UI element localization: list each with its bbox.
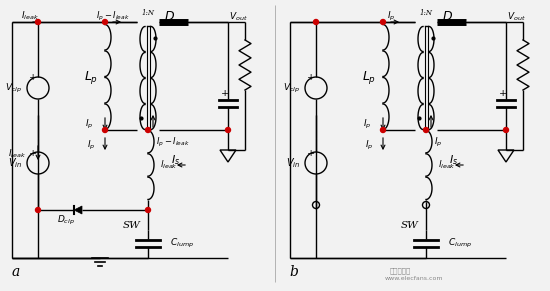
Text: $V_{clp}$: $V_{clp}$ [5, 81, 22, 95]
Text: $I_p$: $I_p$ [86, 139, 95, 152]
Text: $I_p - I_{leak}$: $I_p - I_{leak}$ [96, 9, 130, 22]
Text: SW: SW [401, 221, 419, 230]
Circle shape [36, 19, 41, 24]
Text: 电子发烧网: 电子发烧网 [390, 267, 411, 274]
Text: $I_s$: $I_s$ [172, 153, 180, 167]
Text: $I_p$: $I_p$ [362, 118, 371, 131]
Text: $I_p$: $I_p$ [85, 118, 93, 131]
Circle shape [226, 127, 230, 132]
Text: 1:N: 1:N [141, 9, 155, 17]
Text: $I_p$: $I_p$ [387, 9, 395, 22]
Text: $I_p - I_{leak}$: $I_p - I_{leak}$ [156, 135, 190, 148]
Polygon shape [74, 206, 82, 214]
Circle shape [102, 127, 107, 132]
Text: $V_{clp}$: $V_{clp}$ [283, 81, 300, 95]
Text: $I_{leak}$: $I_{leak}$ [21, 10, 39, 22]
Text: $l_{leak}$: $l_{leak}$ [160, 159, 178, 171]
Text: $L_p$: $L_p$ [84, 70, 98, 86]
Text: a: a [12, 265, 20, 279]
Text: $V_{out}$: $V_{out}$ [507, 11, 525, 23]
Text: www.elecfans.com: www.elecfans.com [385, 276, 443, 281]
Text: $C_{lump}$: $C_{lump}$ [170, 237, 194, 250]
Text: $L_p$: $L_p$ [362, 70, 376, 86]
Text: +: + [29, 74, 37, 83]
Text: +: + [307, 148, 315, 157]
Text: $l_{leak}$: $l_{leak}$ [438, 159, 456, 171]
Text: 1:N: 1:N [420, 9, 432, 17]
Circle shape [146, 127, 151, 132]
Text: $C_{lump}$: $C_{lump}$ [448, 237, 472, 250]
Circle shape [314, 19, 318, 24]
Text: $V_{in}$: $V_{in}$ [285, 156, 300, 170]
Text: $V_{in}$: $V_{in}$ [8, 156, 22, 170]
Circle shape [36, 207, 41, 212]
Circle shape [146, 207, 151, 212]
Text: +: + [29, 148, 37, 157]
Text: $D$: $D$ [164, 10, 175, 22]
Text: $D_{clp}$: $D_{clp}$ [57, 214, 75, 227]
Circle shape [381, 127, 386, 132]
Text: $D$: $D$ [443, 10, 454, 22]
Circle shape [381, 19, 386, 24]
Circle shape [424, 127, 428, 132]
Text: +: + [307, 74, 315, 83]
Text: $I_p$: $I_p$ [434, 135, 442, 148]
Text: +: + [499, 88, 507, 97]
Text: $I_{leak}$: $I_{leak}$ [8, 148, 26, 160]
Circle shape [503, 127, 509, 132]
Text: $I_s$: $I_s$ [449, 153, 459, 167]
Text: b: b [289, 265, 299, 279]
Text: $V_{out}$: $V_{out}$ [229, 11, 248, 23]
Text: SW: SW [123, 221, 141, 230]
Text: +: + [221, 88, 229, 97]
Circle shape [102, 19, 107, 24]
Text: $I_p$: $I_p$ [365, 139, 373, 152]
